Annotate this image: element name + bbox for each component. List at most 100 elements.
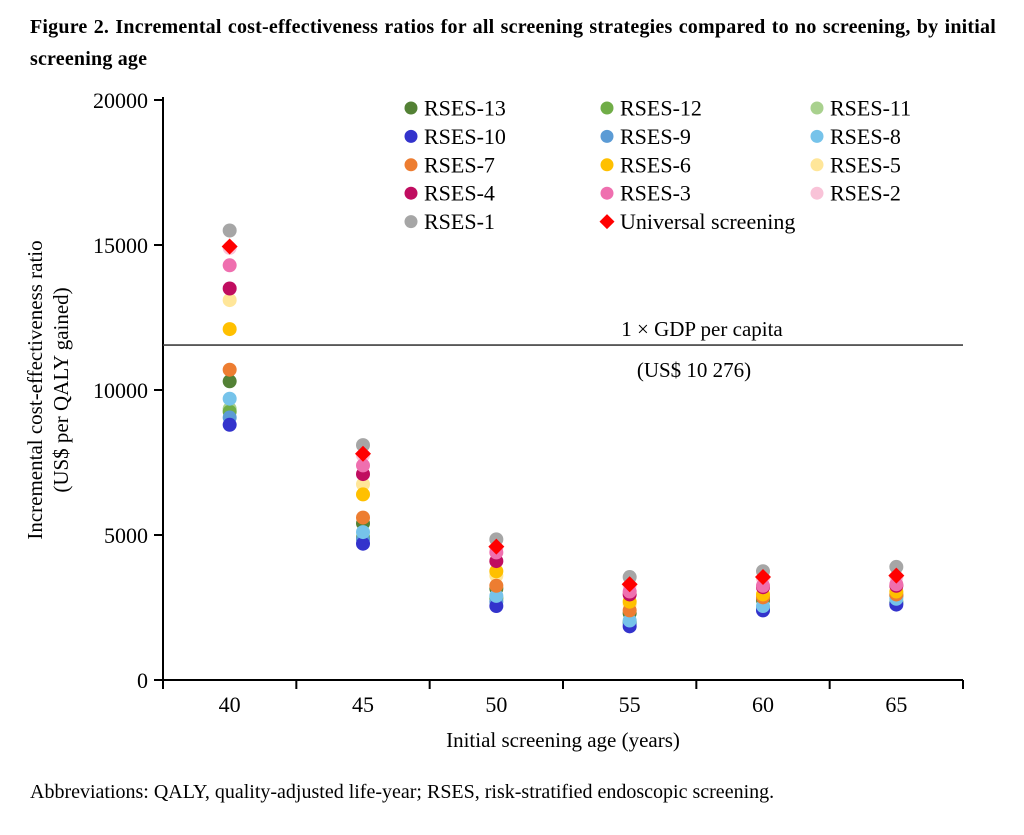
data-point <box>622 613 637 628</box>
data-point <box>489 599 504 614</box>
data-point <box>222 281 237 296</box>
data-point <box>356 487 370 502</box>
data-point <box>489 564 504 579</box>
legend-marker-icon <box>600 130 614 144</box>
y-tick-label: 0 <box>137 668 148 693</box>
series-rses-2 <box>222 241 904 593</box>
chart-legend: RSES-13 RSES-12 RSES-11 RSES-10 RSES-9 RSES-8… <box>404 96 911 234</box>
data-point <box>222 374 237 389</box>
y-axis-title-line1: Incremental cost-effectiveness ratio <box>23 241 47 540</box>
legend-marker-icon <box>600 158 614 172</box>
data-point <box>356 525 370 540</box>
y-axis-ticks: 0 5000 10000 15000 20000 <box>93 88 163 693</box>
data-point <box>222 293 237 308</box>
data-point <box>356 458 370 473</box>
series-rses-1 <box>222 223 904 585</box>
data-point <box>222 417 237 432</box>
series-rses-11 <box>222 402 904 630</box>
legend-label: RSES-3 <box>620 181 691 206</box>
data-point <box>356 536 370 551</box>
data-point <box>489 589 504 604</box>
data-point <box>889 577 904 592</box>
legend-label: RSES-2 <box>830 181 901 206</box>
series-rses-4 <box>222 281 904 602</box>
series-rses-7 <box>222 362 904 618</box>
x-axis-title: Initial screening age (years) <box>446 728 680 752</box>
gdp-threshold-value: (US$ 10 276) <box>637 358 751 382</box>
y-axis-title-line2: (US$ per QALY gained) <box>49 288 73 493</box>
legend-item: RSES-11 <box>810 96 911 121</box>
x-tick-label: 55 <box>619 692 641 717</box>
y-tick-label: 15000 <box>93 233 148 258</box>
footer-abbreviations: Abbreviations: QALY, quality-adjusted li… <box>30 781 775 804</box>
y-tick-label: 10000 <box>93 378 148 403</box>
legend-label: RSES-10 <box>424 124 506 149</box>
legend-label: Universal screening <box>620 209 795 234</box>
x-tick-label: 65 <box>885 692 907 717</box>
data-point <box>889 560 904 575</box>
gdp-threshold: 1 × GDP per capita (US$ 10 276) <box>163 317 963 382</box>
data-point <box>621 576 638 593</box>
legend-item: RSES-6 <box>600 152 691 177</box>
legend-item: RSES-1 <box>404 209 495 234</box>
x-tick-label: 40 <box>219 692 241 717</box>
legend-label: RSES-12 <box>620 96 702 121</box>
legend-item: RSES-4 <box>404 181 495 206</box>
scatter-chart: 0 5000 10000 15000 20000 40 45 50 55 60 65 Initial … <box>23 88 964 752</box>
data-point <box>356 438 370 453</box>
series-rses-6 <box>222 322 904 609</box>
legend-marker-icon <box>404 158 418 172</box>
legend-marker-icon <box>404 215 418 229</box>
legend-label: RSES-8 <box>830 124 901 149</box>
legend-label: RSES-5 <box>830 152 901 177</box>
data-point <box>756 578 770 593</box>
x-tick-label: 60 <box>752 692 774 717</box>
x-tick-label: 45 <box>352 692 374 717</box>
y-tick-label: 20000 <box>93 88 148 113</box>
legend-item: RSES-2 <box>810 181 901 206</box>
data-point <box>755 569 771 586</box>
data-point <box>488 538 505 555</box>
data-point <box>355 445 371 462</box>
series-rses-13 <box>222 374 904 621</box>
legend-item: RSES-5 <box>810 152 901 177</box>
legend-marker-icon <box>810 101 824 115</box>
legend-item: RSES-7 <box>404 152 495 177</box>
series-rses-8 <box>222 391 904 628</box>
legend-marker-icon <box>810 158 824 172</box>
legend-label: RSES-9 <box>620 124 691 149</box>
data-point <box>222 362 237 377</box>
legend-label: RSES-4 <box>424 181 495 206</box>
legend-item: RSES-10 <box>404 124 506 149</box>
legend-marker-icon <box>404 186 418 200</box>
legend-marker-icon <box>810 130 824 144</box>
data-point <box>356 477 370 492</box>
data-point <box>222 258 237 273</box>
legend-item: RSES-9 <box>600 124 691 149</box>
legend-label: RSES-7 <box>424 152 495 177</box>
legend-label: RSES-13 <box>424 96 506 121</box>
chart-area: 0 5000 10000 15000 20000 40 45 50 55 60 65 Initial … <box>0 77 1024 779</box>
figure-title: Figure 2. Incremental cost-effectiveness… <box>30 16 996 70</box>
legend-item: RSES-12 <box>600 96 702 121</box>
legend-label: RSES-1 <box>424 209 495 234</box>
series-rses-9 <box>222 410 904 631</box>
data-point <box>222 391 237 406</box>
x-tick-label: 50 <box>485 692 507 717</box>
legend-marker-icon <box>599 214 615 230</box>
data-point <box>222 223 237 238</box>
y-tick-label: 5000 <box>104 523 148 548</box>
data-points <box>221 223 905 634</box>
series-rses-12 <box>222 404 904 630</box>
series-rses-3 <box>222 258 904 599</box>
x-axis-ticks: 40 45 50 55 60 65 <box>162 680 964 717</box>
legend-marker-icon <box>810 186 824 200</box>
legend-item: RSES-8 <box>810 124 901 149</box>
legend-label: RSES-6 <box>620 152 691 177</box>
legend-item: Universal screening <box>599 209 795 234</box>
data-point <box>888 567 905 584</box>
data-point <box>356 510 370 525</box>
series-rses-5 <box>222 293 904 612</box>
data-point <box>222 322 237 337</box>
legend-label: RSES-11 <box>830 96 911 121</box>
